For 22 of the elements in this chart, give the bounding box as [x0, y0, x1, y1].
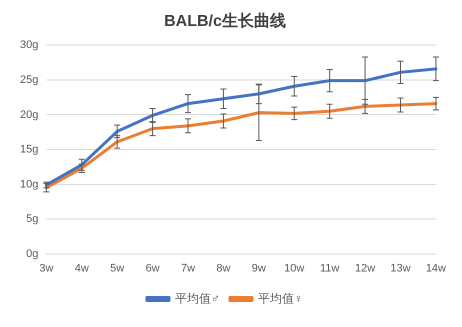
x-tick-label: 12w [354, 262, 376, 274]
y-tick-label: 20g [20, 108, 38, 121]
y-tick-label: 0g [26, 248, 38, 260]
x-tick-label: 3w [39, 262, 54, 274]
legend-label: 平均值♂ [175, 291, 220, 306]
x-tick-label: 14w [426, 262, 446, 274]
legend-label: 平均值♀ [258, 291, 303, 306]
x-tick-label: 10w [284, 262, 304, 274]
x-tick-label: 6w [146, 262, 160, 274]
y-tick-label: 5g [26, 213, 38, 226]
y-tick-label: 15g [20, 144, 38, 156]
chart-title: BALB/c生长曲线 [164, 12, 286, 30]
x-tick-label: 8w [216, 262, 231, 274]
y-tick-label: 10g [20, 178, 38, 190]
x-tick-label: 5w [110, 262, 124, 274]
y-tick-label: 30g [20, 39, 38, 52]
y-tick-label: 25g [20, 74, 38, 86]
x-tick-label: 9w [252, 262, 266, 274]
x-tick-label: 11w [320, 262, 340, 274]
x-tick-label: 13w [390, 262, 411, 274]
x-tick-label: 7w [180, 262, 196, 274]
x-tick-label: 4w [74, 262, 89, 274]
